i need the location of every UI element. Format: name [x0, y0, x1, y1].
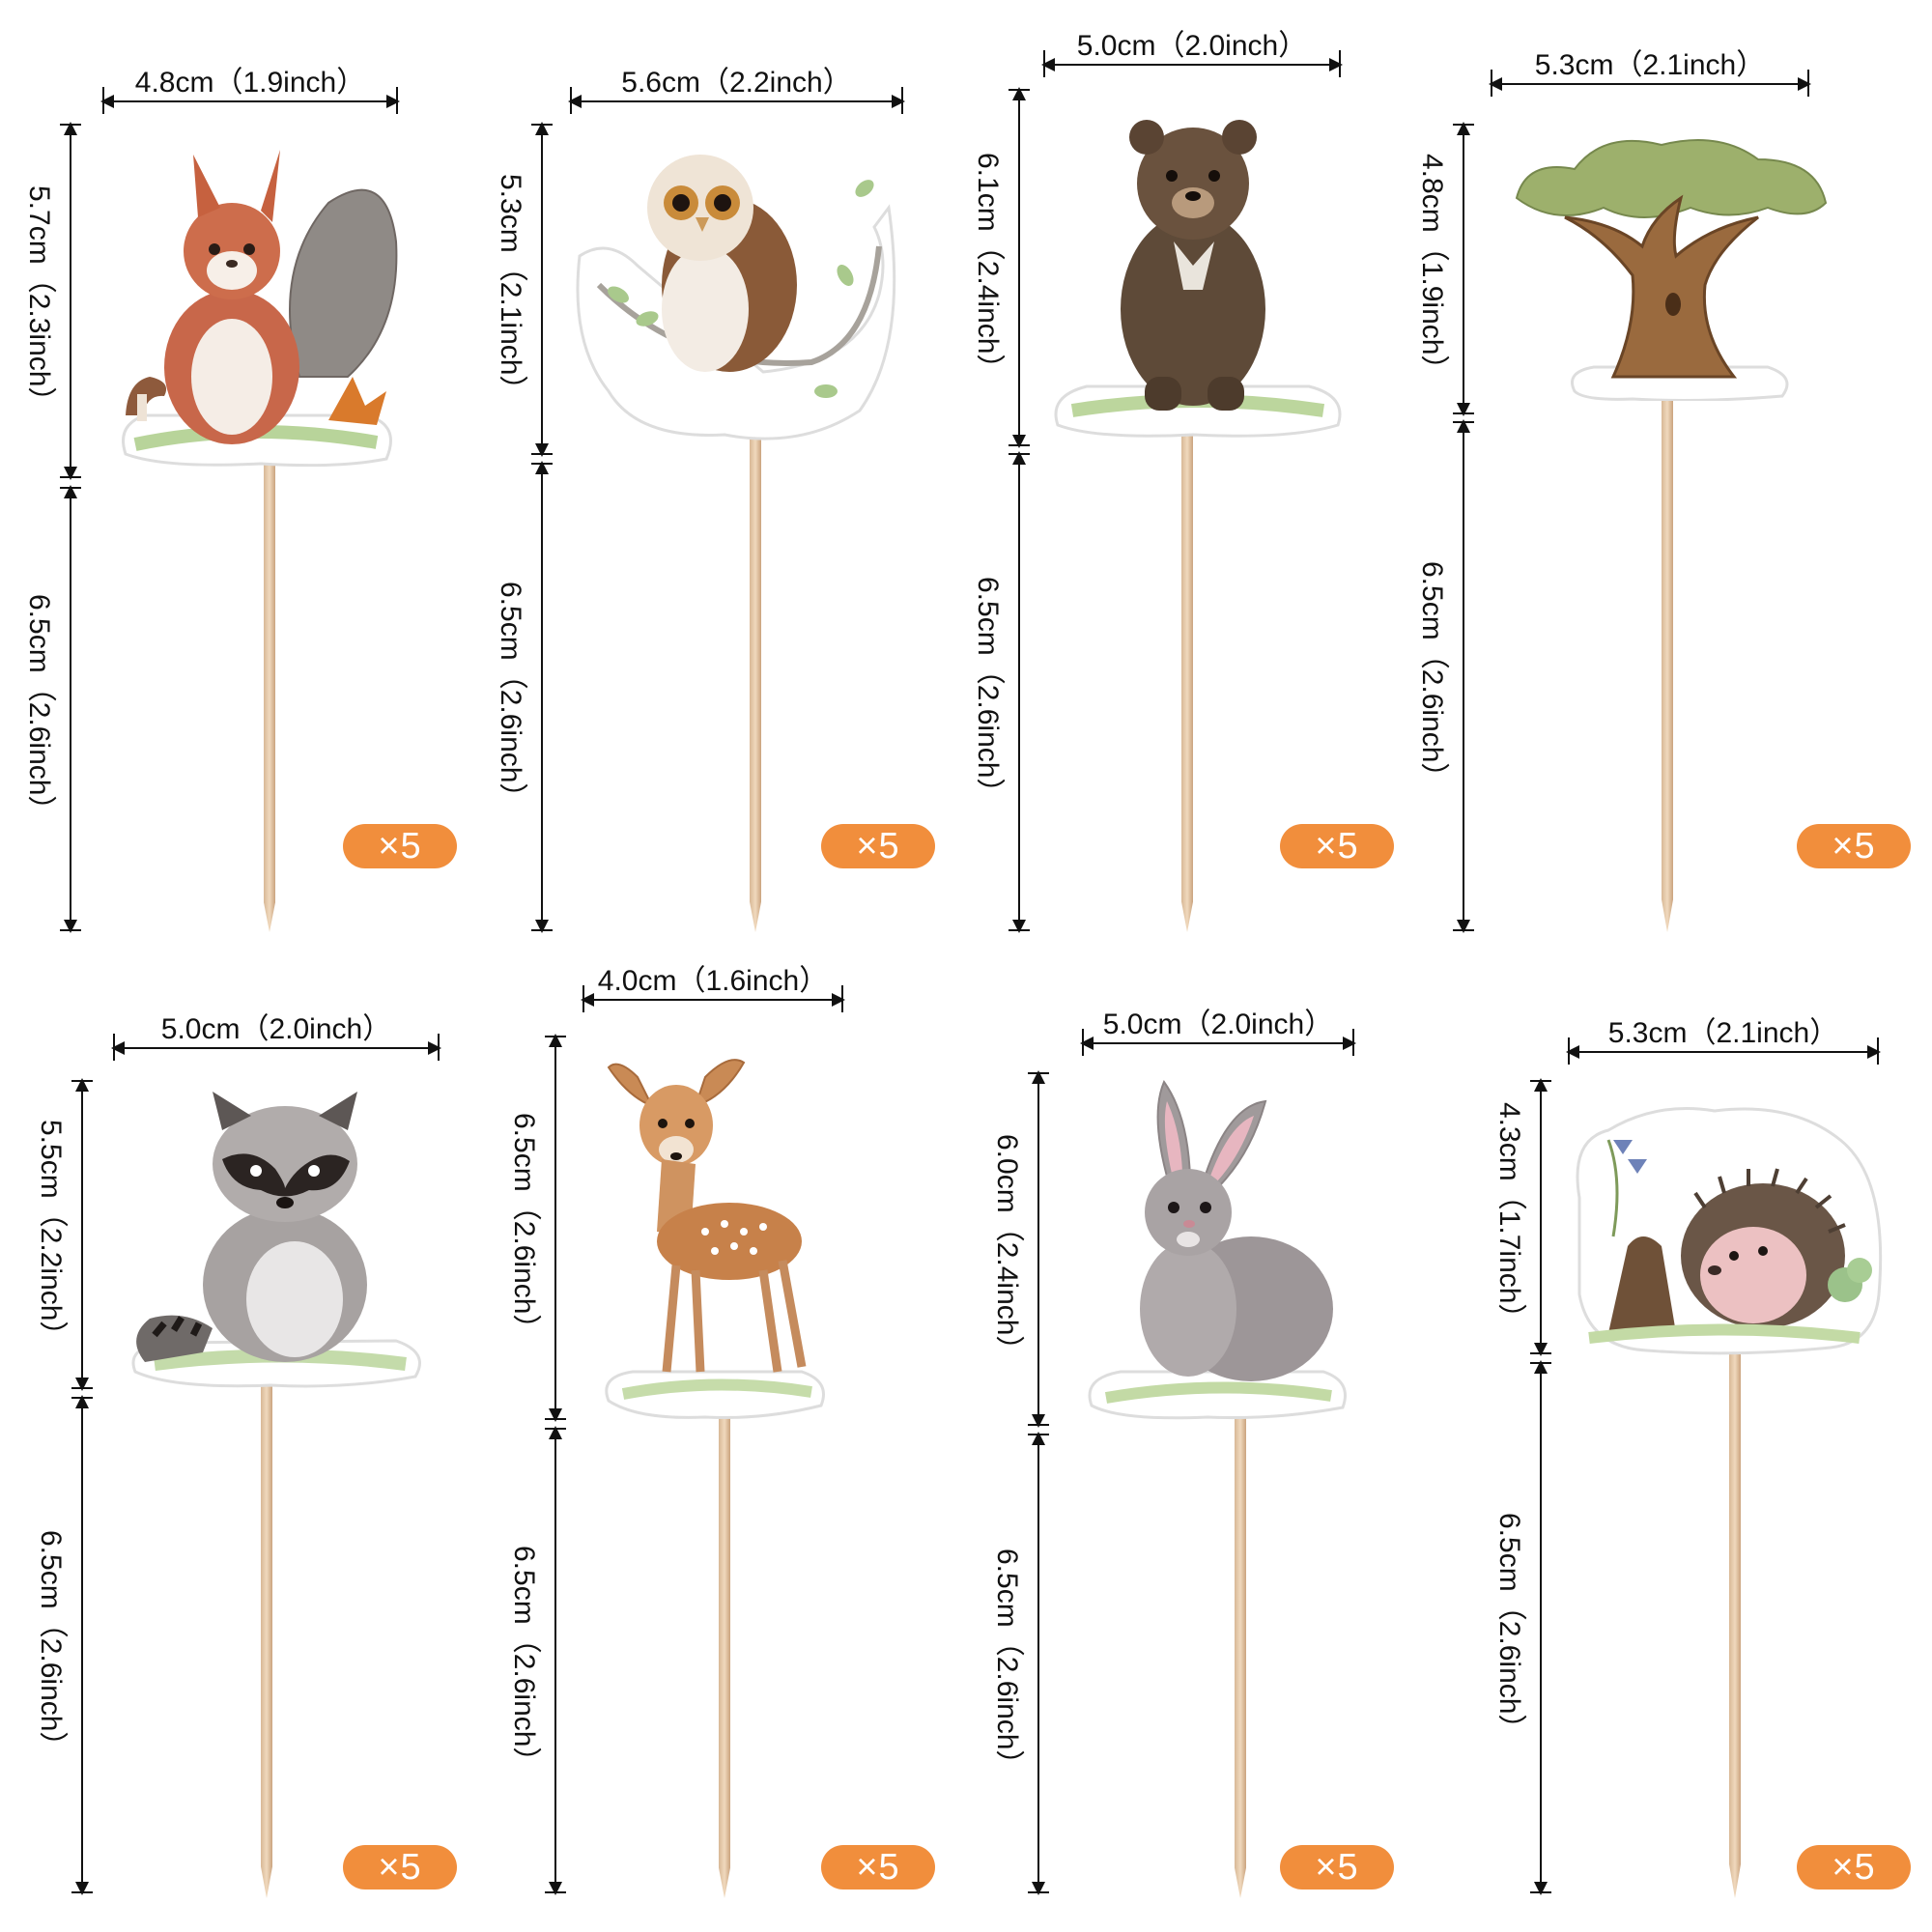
height-dimension: 6.1cm（2.4inch） — [966, 87, 1034, 448]
width-dimension: 4.8cm（1.9inch） — [100, 58, 400, 116]
toothpick-stick — [1729, 1333, 1741, 1898]
width-label: 5.0cm（2.0inch） — [1102, 1009, 1334, 1040]
height-dimension: 6.5cm（2.6inch） — [502, 1034, 570, 1422]
height-dimension: 5.3cm（2.1inch） — [489, 122, 556, 457]
toothpick-stick — [261, 1372, 272, 1898]
height-label: 4.3cm（1.7inch） — [1493, 1101, 1525, 1333]
card-rabbit: 5.0cm（2.0inch） 6.0cm（2.4inch） 6.5cm（2.6i… — [966, 966, 1449, 1932]
quantity-badge: ×5 — [1280, 1845, 1394, 1889]
toothpick-stick — [719, 1391, 730, 1898]
stick-dimension: 6.5cm（2.6inch） — [1410, 419, 1478, 933]
width-dimension: 5.3cm（2.1inch） — [1566, 1009, 1881, 1066]
stick-label: 6.5cm（2.6inch） — [23, 593, 55, 825]
stick-dimension: 6.5cm（2.6inch） — [502, 1426, 570, 1895]
stick-label: 6.5cm（2.6inch） — [972, 577, 1004, 808]
stick-dimension: 6.5cm（2.6inch） — [985, 1432, 1053, 1895]
card-owl: 5.6cm（2.2inch） 5.3cm（2.1inch） 6.5cm（2.6i… — [483, 0, 966, 966]
stick-dimension: 6.5cm（2.6inch） — [1488, 1360, 1555, 1895]
height-label: 6.0cm（2.4inch） — [991, 1133, 1023, 1365]
quantity-badge: ×5 — [1797, 1845, 1911, 1889]
height-label: 5.7cm（2.3inch） — [23, 185, 55, 416]
hedgehog-topper-image — [1576, 1107, 1883, 1355]
card-tree: 5.3cm（2.1inch） 4.8cm（1.9inch） 6.5cm（2.6i… — [1416, 0, 1932, 966]
card-squirrel: 4.8cm（1.9inch） 5.7cm（2.3inch） 6.5cm（2.6i… — [0, 0, 483, 966]
rabbit-topper-image — [1088, 1079, 1347, 1420]
stick-label: 6.5cm（2.6inch） — [1416, 560, 1448, 792]
width-dimension: 5.0cm（2.0inch） — [1080, 1000, 1356, 1058]
height-label: 5.3cm（2.1inch） — [495, 174, 526, 405]
width-label: 4.0cm（1.6inch） — [597, 965, 829, 997]
squirrel-topper-image — [122, 150, 398, 468]
stick-dimension: 6.5cm（2.6inch） — [29, 1395, 97, 1895]
height-dimension: 6.0cm（2.4inch） — [985, 1070, 1053, 1428]
quantity-badge: ×5 — [1797, 824, 1911, 868]
width-label: 5.3cm（2.1inch） — [1607, 1017, 1839, 1049]
height-dimension: 4.8cm（1.9inch） — [1410, 122, 1478, 416]
width-dimension: 4.0cm（1.6inch） — [581, 956, 845, 1014]
width-label: 5.3cm（2.1inch） — [1534, 49, 1766, 81]
width-label: 5.6cm（2.2inch） — [621, 67, 852, 99]
width-dimension: 5.3cm（2.1inch） — [1489, 41, 1811, 99]
card-bear: 5.0cm（2.0inch） 6.1cm（2.4inch） 6.5cm（2.6i… — [966, 0, 1449, 966]
width-label: 5.0cm（2.0inch） — [1076, 30, 1308, 62]
stick-label: 6.5cm（2.6inch） — [495, 582, 526, 812]
width-dimension: 5.0cm（2.0inch） — [111, 1005, 441, 1063]
height-label: 5.5cm（2.2inch） — [35, 1119, 67, 1350]
width-label: 5.0cm（2.0inch） — [160, 1013, 392, 1045]
stick-dimension: 6.5cm（2.6inch） — [966, 451, 1034, 933]
width-dimension: 5.6cm（2.2inch） — [568, 58, 905, 116]
stick-label: 6.5cm（2.6inch） — [508, 1545, 540, 1776]
toothpick-stick — [264, 435, 275, 932]
quantity-badge: ×5 — [821, 824, 935, 868]
quantity-badge: ×5 — [343, 824, 457, 868]
card-raccoon: 5.0cm（2.0inch） 5.5cm（2.2inch） 6.5cm（2.6i… — [0, 966, 483, 1932]
height-dimension: 5.5cm（2.2inch） — [29, 1078, 97, 1391]
deer-topper-image — [605, 1059, 825, 1419]
height-label: 4.8cm（1.9inch） — [1416, 154, 1448, 384]
quantity-badge: ×5 — [1280, 824, 1394, 868]
height-label: 6.1cm（2.4inch） — [972, 152, 1004, 384]
owl-topper-image — [576, 155, 896, 440]
toothpick-stick — [1662, 386, 1673, 932]
card-hedgehog: 5.3cm（2.1inch） 4.3cm（1.7inch） 6.5cm（2.6i… — [1449, 966, 1932, 1932]
card-deer: 4.0cm（1.6inch） 6.5cm（2.6inch） 6.5cm（2.6i… — [483, 965, 966, 1932]
width-label: 4.8cm（1.9inch） — [134, 67, 366, 99]
toothpick-stick — [1181, 425, 1193, 932]
stick-dimension: 6.5cm（2.6inch） — [17, 485, 85, 933]
toothpick-stick — [750, 425, 761, 932]
quantity-badge: ×5 — [343, 1845, 457, 1889]
stick-label: 6.5cm（2.6inch） — [991, 1548, 1023, 1779]
stick-dimension: 6.5cm（2.6inch） — [489, 461, 556, 933]
toothpick-stick — [1235, 1391, 1246, 1898]
width-dimension: 5.0cm（2.0inch） — [1041, 21, 1343, 79]
raccoon-topper-image — [131, 1092, 421, 1388]
height-label: 6.5cm（2.6inch） — [508, 1112, 540, 1344]
height-dimension: 5.7cm（2.3inch） — [17, 122, 85, 480]
height-dimension: 4.3cm（1.7inch） — [1488, 1078, 1555, 1356]
stick-label: 6.5cm（2.6inch） — [1493, 1512, 1525, 1744]
stick-label: 6.5cm（2.6inch） — [35, 1529, 67, 1761]
tree-topper-image — [1515, 139, 1828, 401]
quantity-badge: ×5 — [821, 1845, 935, 1889]
bear-topper-image — [1054, 120, 1342, 438]
